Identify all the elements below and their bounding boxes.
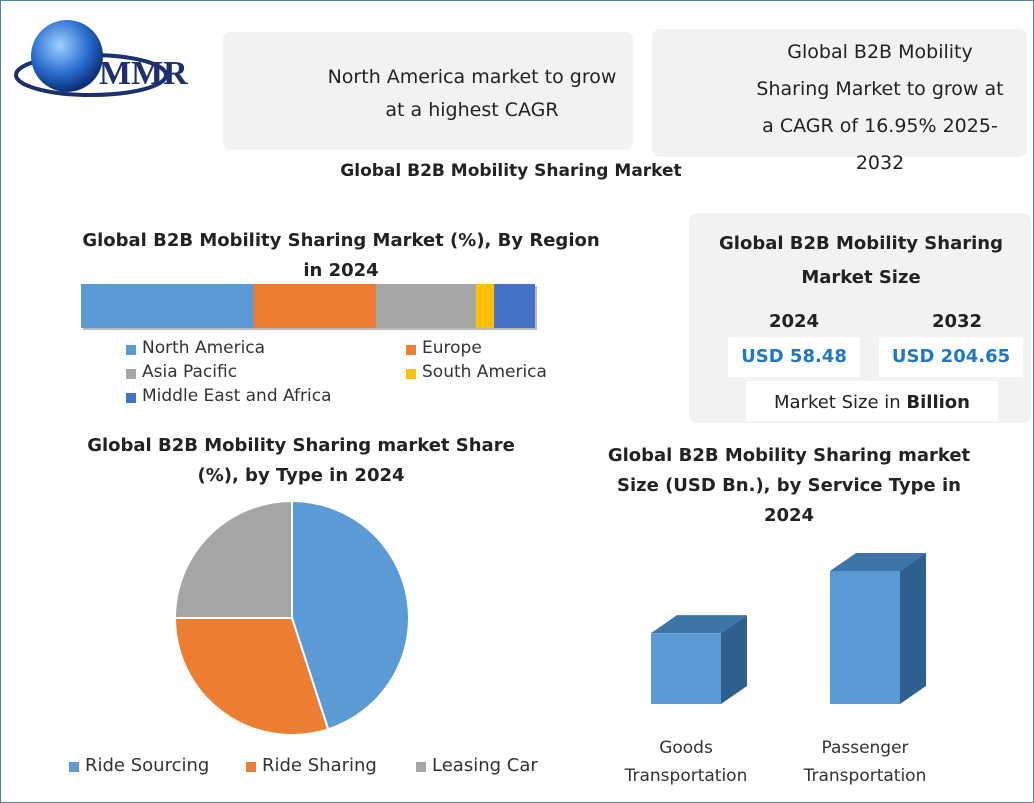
note-text: Market Size in	[773, 392, 901, 413]
callout-text: Global B2B Mobility Sharing Market to gr…	[756, 41, 1004, 174]
logo-globe	[31, 20, 103, 92]
bar-segment	[475, 284, 495, 328]
note-unit: Billion	[906, 392, 970, 413]
bar-side	[721, 615, 747, 704]
chart-title: Global B2B Mobility Sharing market Size …	[607, 445, 971, 526]
chart-title: Global B2B Mobility Sharing Market (%), …	[82, 230, 600, 281]
pie-slice	[173, 617, 330, 736]
bar-side	[900, 553, 926, 704]
chart-title: Global B2B Mobility Sharing market Share…	[87, 435, 515, 486]
x-tick-label: Passenger Transportation	[803, 738, 927, 786]
legend-label: Ride Sharing	[262, 755, 377, 776]
bar	[830, 571, 900, 704]
legend-swatch	[246, 762, 256, 772]
legend-label: Leasing Car	[432, 755, 538, 776]
x-tick-label: Goods Transportation	[624, 738, 748, 786]
callout-text: North America market to grow at a highes…	[327, 66, 617, 121]
pie-slice	[291, 499, 410, 731]
legend-label: South America	[422, 362, 547, 382]
bar-top	[651, 615, 747, 634]
year-label: 2024	[768, 311, 820, 332]
bar-segment	[81, 284, 254, 328]
unit-note: Market Size in Billion	[746, 381, 998, 421]
size-value: USD 58.48	[728, 337, 860, 377]
size-value: USD 204.65	[879, 337, 1023, 377]
legend-label: North America	[142, 338, 266, 358]
bar	[651, 633, 721, 704]
legend-swatch	[126, 345, 136, 355]
logo-text: MMR	[99, 55, 188, 92]
bar-segment	[253, 284, 377, 328]
pie-slice	[173, 499, 293, 619]
legend-label: Europe	[422, 338, 482, 358]
market-size-title: Global B2B Mobility Sharing Market Size	[719, 233, 1003, 288]
bar-segment	[376, 284, 476, 328]
callout-card	[652, 29, 1027, 157]
legend-swatch	[126, 393, 136, 403]
main-title: Global B2B Mobility Sharing Market	[340, 161, 682, 181]
year-label: 2032	[931, 311, 983, 332]
legend-swatch	[416, 762, 426, 772]
callout-card	[223, 32, 633, 150]
legend-swatch	[69, 762, 79, 772]
bar-segment	[494, 284, 535, 328]
legend-label: Asia Pacific	[142, 362, 238, 382]
legend-swatch	[126, 369, 136, 379]
legend-label: Middle East and Africa	[142, 386, 332, 406]
bar-top	[830, 553, 926, 571]
legend-swatch	[406, 345, 416, 355]
legend-swatch	[406, 369, 416, 379]
legend-label: Ride Sourcing	[85, 755, 210, 776]
